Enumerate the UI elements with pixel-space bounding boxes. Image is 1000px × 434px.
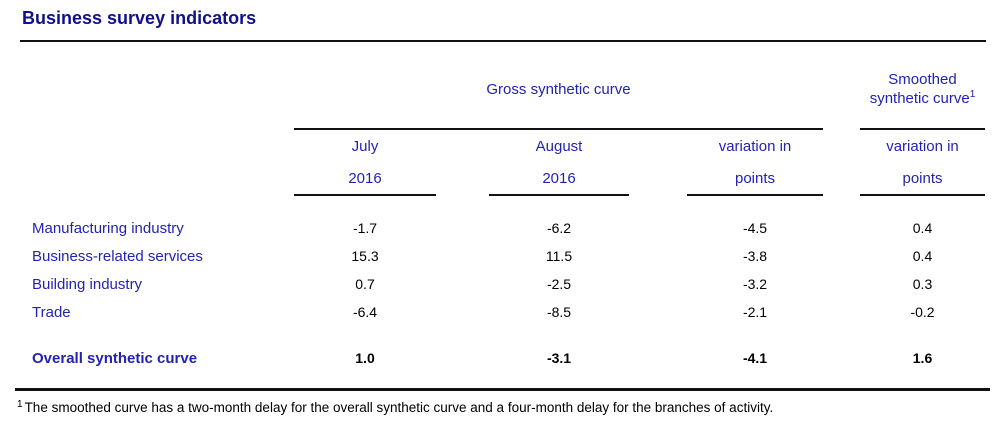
- variation-column-underline: [687, 194, 823, 196]
- total-variation-value: -4.1: [742, 350, 768, 366]
- row-variation-value: -4.5: [742, 220, 768, 236]
- row-august-value: -2.5: [546, 276, 572, 292]
- footnote: 1 The smoothed curve has a two-month dela…: [17, 398, 774, 415]
- footer-divider: [15, 388, 990, 391]
- row-label: Manufacturing industry: [32, 219, 184, 237]
- row-smoothed-variation-value: 0.4: [912, 248, 933, 264]
- smoothed-column-underline: [860, 194, 985, 196]
- col-header-variation-units: points: [734, 169, 776, 187]
- gross-header-underline: [294, 128, 823, 130]
- row-august-value: -6.2: [546, 220, 572, 236]
- col-header-august: August: [535, 137, 583, 155]
- col-header-smoothed-variation-units: points: [902, 169, 943, 187]
- group-header-smoothed-text: Smoothed synthetic curve1: [860, 70, 985, 108]
- total-row-label: Overall synthetic curve: [32, 349, 198, 367]
- row-label: Business-related services: [32, 247, 203, 265]
- footnote-reference: 1: [969, 89, 976, 100]
- page-title: Business survey indicators: [22, 8, 257, 28]
- total-july-value: 1.0: [355, 350, 375, 366]
- indicators-table: Gross synthetic curve Smoothed synthetic…: [20, 50, 985, 372]
- footnote-text: The smoothed curve has a two-month delay…: [24, 400, 774, 415]
- july-column-underline: [294, 194, 436, 196]
- smoothed-header-underline: [860, 128, 985, 130]
- row-variation-value: -2.1: [742, 304, 768, 320]
- group-header-gross: Gross synthetic curve: [486, 80, 631, 98]
- row-july-value: 0.7: [355, 276, 375, 292]
- row-july-value: -1.7: [352, 220, 378, 236]
- row-smoothed-variation-value: -0.2: [910, 304, 935, 320]
- row-label: Trade: [32, 303, 71, 321]
- group-header-smoothed-label: Smoothed synthetic curve: [869, 71, 970, 107]
- row-smoothed-variation-value: 0.4: [912, 220, 933, 236]
- row-label: Building industry: [32, 275, 143, 293]
- col-header-smoothed-variation: variation in: [886, 137, 959, 155]
- col-header-july: July: [351, 137, 379, 155]
- footnote-marker: 1: [17, 398, 23, 410]
- col-header-july-year: 2016: [348, 169, 382, 187]
- row-variation-value: -3.8: [742, 248, 768, 264]
- group-header-smoothed: Smoothed synthetic curve1: [860, 50, 985, 128]
- row-variation-value: -3.2: [742, 276, 768, 292]
- title-divider: [20, 40, 986, 42]
- col-header-variation: variation in: [718, 137, 792, 155]
- row-smoothed-variation-value: 0.3: [912, 276, 933, 292]
- col-header-august-year: 2016: [542, 169, 576, 187]
- row-july-value: -6.4: [352, 304, 378, 320]
- row-august-value: -8.5: [546, 304, 572, 320]
- total-august-value: -3.1: [546, 350, 572, 366]
- row-july-value: 15.3: [351, 248, 379, 264]
- august-column-underline: [489, 194, 629, 196]
- total-smoothed-variation-value: 1.6: [912, 350, 933, 366]
- row-august-value: 11.5: [545, 248, 573, 264]
